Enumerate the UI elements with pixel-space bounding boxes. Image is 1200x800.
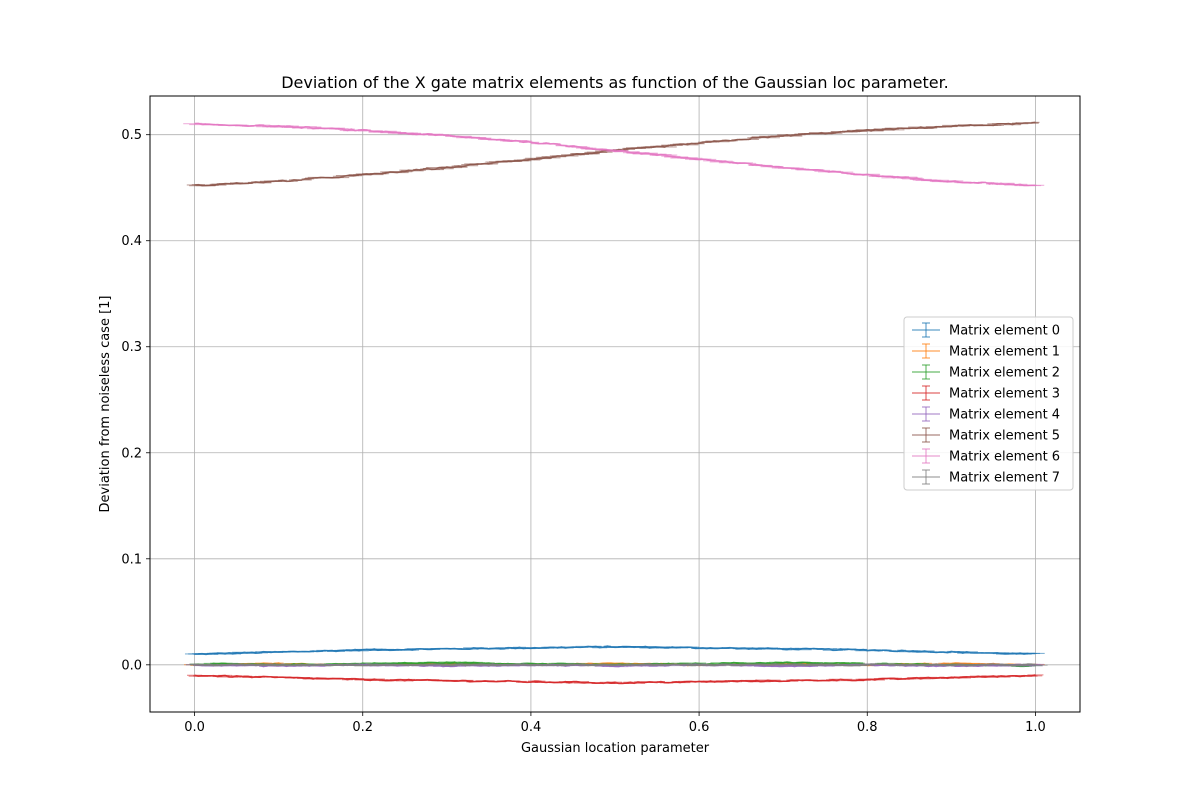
legend-entry: Matrix element 4 [912, 406, 1060, 423]
series-line [194, 674, 1036, 685]
series-5 [186, 121, 1040, 187]
plot-frame [149, 95, 1081, 713]
series-0 [184, 645, 1045, 656]
legend-label: Matrix element 0 [949, 324, 1060, 339]
series-line [194, 645, 1036, 656]
legend-label: Matrix element 5 [949, 429, 1060, 444]
legend-entry: Matrix element 1 [912, 343, 1060, 360]
legend-entry: Matrix element 2 [912, 364, 1060, 381]
y-tick-label: 0.3 [121, 340, 142, 355]
chart-title: Deviation of the X gate matrix elements … [281, 73, 949, 92]
x-tick-label: 0.8 [857, 720, 878, 735]
legend-entry: Matrix element 5 [912, 427, 1060, 444]
series-line [194, 663, 1036, 667]
chart-legend: Matrix element 0 Matrix element 1 Matrix e… [903, 316, 1074, 491]
legend-label: Matrix element 3 [949, 387, 1060, 402]
y-tick-label: 0.1 [121, 552, 142, 567]
legend-label: Matrix element 7 [949, 471, 1060, 486]
y-tick-label: 0.0 [121, 658, 142, 673]
series-3 [187, 674, 1044, 685]
series-6 [183, 122, 1045, 187]
legend-label: Matrix element 1 [949, 345, 1060, 360]
legend-label: Matrix element 6 [949, 450, 1060, 465]
series-line [194, 122, 1036, 187]
x-axis-ticks: 0.0 0.2 0.4 0.6 0.8 1.0 [184, 712, 1046, 735]
x-tick-label: 0.0 [184, 720, 205, 735]
series-7 [185, 663, 1048, 667]
legend-entry: Matrix element 0 [912, 322, 1060, 339]
x-tick-label: 0.2 [352, 720, 373, 735]
y-tick-label: 0.5 [121, 128, 142, 143]
plot-series [183, 121, 1048, 685]
y-tick-label: 0.2 [121, 446, 142, 461]
x-tick-label: 1.0 [1025, 720, 1046, 735]
legend-entry: Matrix element 7 [912, 469, 1060, 486]
y-axis-ticks: 0.0 0.1 0.2 0.3 0.4 0.5 [121, 128, 150, 673]
legend-label: Matrix element 4 [949, 408, 1060, 423]
x-tick-label: 0.4 [521, 720, 542, 735]
legend-entry: Matrix element 6 [912, 448, 1060, 465]
x-axis-label: Gaussian location parameter [521, 741, 710, 756]
legend-entry: Matrix element 3 [912, 385, 1060, 402]
y-axis-label: Deviation from noiseless case [1] [98, 296, 113, 513]
legend-label: Matrix element 2 [949, 366, 1060, 381]
legend-box [903, 316, 1074, 491]
x-tick-label: 0.6 [689, 720, 710, 735]
y-tick-label: 0.4 [121, 234, 142, 249]
